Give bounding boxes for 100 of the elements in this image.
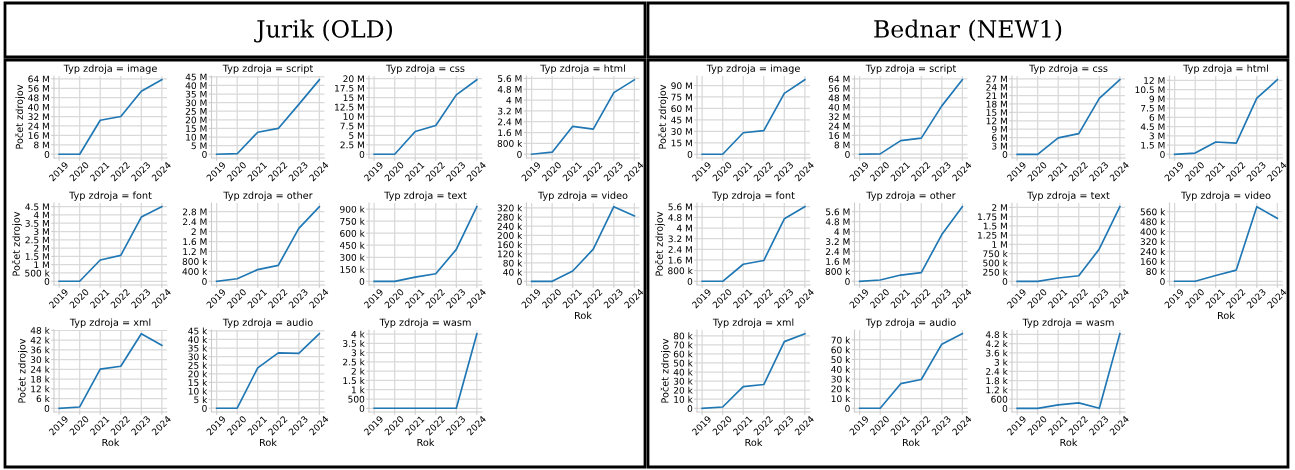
y-axis-title: Počet zdrojov — [658, 84, 668, 149]
y-tick-label: 3 k — [351, 349, 365, 357]
y-tick-label: 1 k — [351, 386, 365, 394]
y-tick-label: 20 k — [673, 386, 693, 394]
y-tick-label: 2 M — [191, 228, 207, 236]
y-tick-label: 4.2 k — [985, 340, 1008, 348]
y-tick-label: 30 k — [673, 377, 693, 385]
y-tick-label: 15 M — [986, 109, 1007, 116]
y-tick-label: 25 M — [185, 107, 207, 115]
y-tick-label: 17.5 M — [335, 84, 364, 92]
y-tick-label: 1.6 M — [826, 258, 850, 265]
y-tick-label: 1.6 M — [183, 238, 207, 246]
chart-title: Typ zdroja = wasm — [379, 318, 471, 328]
y-tick-label: 240 k — [1140, 248, 1166, 256]
y-tick-label: 1.5 M — [25, 253, 49, 260]
y-tick-label: 0 — [845, 278, 850, 285]
y-tick-label: 4.8 M — [825, 218, 850, 226]
y-tick-label: 0 — [44, 404, 50, 412]
y-tick-label: 9 M — [992, 125, 1007, 133]
chart-title: Typ zdroja = video — [1180, 191, 1271, 201]
y-tick-label: 2 M — [34, 244, 49, 252]
y-tick-label: 2.8 M — [182, 208, 207, 216]
line-series — [701, 332, 806, 410]
y-tick-label: 4.8 M — [668, 214, 692, 221]
y-tick-label: 0 — [687, 150, 693, 158]
y-tick-label: 75 M — [671, 93, 692, 101]
y-tick-label: 0 — [845, 150, 850, 158]
y-tick-label: 56 M — [28, 84, 49, 92]
y-tick-label: 50 k — [673, 359, 693, 367]
y-tick-label: 40 k — [503, 268, 523, 276]
y-tick-label: 1.75 M — [978, 213, 1007, 221]
y-tick-label: 40 M — [828, 103, 850, 111]
y-tick-label: 600 k — [340, 229, 365, 237]
line-series — [701, 78, 806, 156]
y-tick-label: 4 M — [506, 96, 522, 104]
y-tick-label: 160 k — [498, 241, 523, 249]
y-tick-label: 48 k — [30, 326, 50, 334]
y-tick-label: 5 M — [191, 142, 207, 150]
y-tick-label: 0 — [1160, 151, 1165, 158]
y-tick-label: 500 k — [983, 259, 1008, 267]
y-tick-label: 2.4 k — [986, 367, 1008, 375]
y-tick-label: 5.6 M — [826, 208, 850, 216]
chart-title: Typ zdroja = font — [69, 191, 152, 201]
x-axis-title: Rok — [575, 311, 592, 320]
y-tick-label: 500 — [348, 395, 365, 403]
y-tick-label: 3.6 k — [986, 349, 1008, 357]
y-tick-label: 3 M — [992, 142, 1007, 150]
y-tick-label: 4 k — [351, 330, 365, 338]
y-tick-label: 0 — [845, 405, 850, 412]
y-tick-label: 40 k — [831, 365, 851, 373]
y-tick-label: 2.5 M — [340, 141, 364, 149]
chart-title: Typ zdroja = text — [384, 191, 467, 201]
y-tick-label: 21 M — [986, 92, 1007, 100]
y-tick-label: 0 — [1002, 151, 1008, 158]
y-tick-label: 1.5 M — [983, 222, 1007, 230]
y-tick-label: 480 k — [1140, 218, 1166, 226]
y-tick-label: 320 k — [1140, 238, 1166, 246]
chart-title: Typ zdroja = xml — [69, 318, 151, 328]
y-tick-label: 3 M — [34, 228, 49, 236]
y-tick-label: 3.5 k — [343, 339, 365, 347]
y-tick-label: 56 M — [828, 85, 850, 92]
line-series — [701, 205, 806, 283]
y-tick-label: 36 k — [30, 346, 50, 354]
y-axis-title: Počet zdrojov — [11, 211, 22, 276]
y-tick-label: 12 M — [1144, 77, 1165, 84]
line-series — [530, 205, 636, 283]
line-series — [215, 332, 321, 410]
line-series — [1173, 205, 1279, 283]
line-series — [530, 78, 636, 156]
y-tick-label: 4.5 M — [1140, 123, 1165, 131]
y-tick-label: 40 M — [28, 103, 49, 111]
y-axis-title: Počet zdrojov — [15, 84, 25, 149]
line-series — [58, 78, 163, 156]
y-tick-label: 10 k — [188, 387, 208, 395]
y-tick-label: 10 M — [186, 133, 207, 141]
y-tick-label: 2.5 k — [343, 358, 365, 366]
y-tick-label: 0 — [359, 405, 365, 412]
y-tick-label: 45 M — [671, 116, 692, 124]
y-tick-label: 2 M — [992, 204, 1007, 211]
x-axis-title: Rok — [745, 438, 763, 447]
y-tick-label: 35 M — [185, 90, 207, 98]
y-tick-label: 70 k — [673, 341, 693, 349]
y-tick-label: 750 k — [983, 250, 1008, 258]
y-tick-label: 45 M — [185, 73, 207, 81]
y-tick-label: 15 k — [188, 379, 208, 386]
y-tick-label: 800 k — [668, 267, 693, 275]
y-tick-label: 2.4 M — [668, 246, 692, 253]
chart-title: Typ zdroja = font — [712, 191, 795, 201]
y-tick-label: 64 M — [828, 75, 850, 83]
y-tick-label: 0 — [1160, 278, 1165, 285]
y-tick-label: 15 M — [343, 94, 364, 102]
y-tick-label: 60 M — [671, 105, 692, 113]
y-tick-label: 320 k — [497, 204, 523, 212]
y-tick-label: 800 k — [825, 267, 851, 275]
line-series — [373, 78, 478, 156]
y-tick-label: 30 k — [831, 375, 851, 383]
y-tick-label: 24 M — [986, 83, 1007, 91]
chart-title: Typ zdroja = script — [222, 64, 314, 74]
x-axis-title: Rok — [260, 438, 277, 447]
y-tick-label: 2 k — [351, 367, 365, 375]
